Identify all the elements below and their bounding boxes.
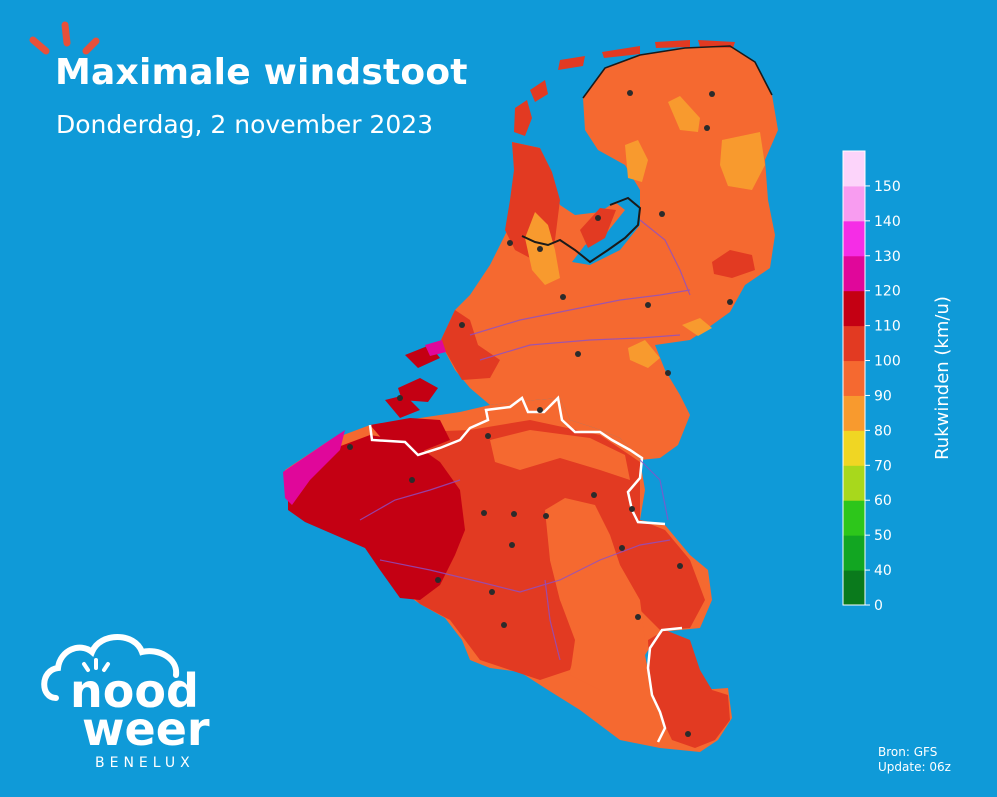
light-orange-patch-friesland [625,140,648,182]
legend-tick-label: 90 [874,388,892,404]
light-orange-patch-north [668,96,700,132]
legend-axis-label: Rukwinden (km/u) [932,296,953,460]
orange-zone-central [545,498,645,690]
wadden-islands [514,40,735,136]
light-orange-patch-gelderland [682,318,712,336]
zeeland-islands [385,345,440,418]
source-model: Bron: GFS [878,745,938,759]
cloud-icon [41,634,180,701]
zuid-holland-coast [440,310,500,380]
legend-colorbar [842,150,866,606]
noodweer-logo: nood weer BENELUX [41,634,210,771]
legend-tick-label: 150 [874,179,901,195]
legend-bin [843,255,865,292]
red-patch-overijssel [712,250,755,278]
legend-tick-label: 60 [874,493,892,509]
be-lu-border [646,626,683,743]
legend-bin [843,360,865,396]
legend-bin [843,535,865,571]
dark-red-east-belgium [370,418,450,452]
legend-tick-label: 140 [874,214,901,230]
legend-bin [843,151,865,187]
legend-tick-label: 80 [874,423,892,439]
legend-tick-label: 0 [874,598,883,614]
map-title: Maximale windstoot [55,52,468,93]
orange-zone-limburg [490,430,630,480]
magenta-coast [283,430,345,505]
logo-text-nood: nood [70,664,199,718]
north-coast-outline [582,45,773,99]
legend-bin [843,465,865,501]
logo-text-weer: weer [82,702,210,756]
legend-bin [843,430,865,466]
map-date: Donderdag, 2 november 2023 [56,110,434,139]
logo-text-benelux: BENELUX [95,755,195,771]
legend-bin [843,220,865,257]
legend-bin [843,570,865,606]
logo-sun-icon [82,658,110,672]
legend-ticks: 0 40 50 60 70 80 90 100 110 120 130 140 150 [865,179,901,614]
legend-tick-label: 100 [874,354,901,370]
light-orange-patch-east [628,340,660,368]
rivers [359,219,691,661]
legend-tick-label: 120 [874,284,901,300]
legend-bin [843,290,865,327]
ijsselmeer-shoreline [521,196,642,264]
luxembourg-red [648,630,730,748]
legend-tick-label: 110 [874,319,901,335]
legend-tick-label: 70 [874,458,892,474]
legend-tick-label: 130 [874,249,901,265]
zeeland-magenta [425,340,446,356]
legend-tick-label: 50 [874,528,892,544]
legend-bin [843,325,865,362]
legend-bin [843,395,865,431]
logo-rays-icon [29,21,100,55]
city-dots [347,90,733,737]
legend-bin [843,185,865,222]
light-orange-patch-groningen [720,132,765,190]
source-update: Update: 06z [878,760,951,774]
red-patch-flevoland [580,208,616,248]
source-info: Bron: GFS Update: 06z [878,745,951,775]
legend-bin [843,500,865,536]
dark-red-coastal [288,435,465,600]
nl-be-border [368,395,666,526]
legend-frame [842,150,866,606]
legend-tick-label: 40 [874,563,892,579]
